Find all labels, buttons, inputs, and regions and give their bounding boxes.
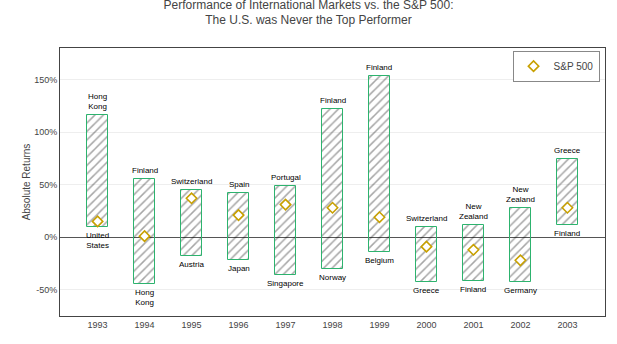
svg-text:1996: 1996 [229, 320, 249, 330]
svg-text:HongKong: HongKong [88, 92, 107, 111]
svg-text:NewZealand: NewZealand [506, 185, 535, 204]
svg-text:1997: 1997 [276, 320, 296, 330]
svg-text:1994: 1994 [135, 320, 155, 330]
svg-text:Belgium: Belgium [365, 256, 394, 265]
svg-text:Finland: Finland [320, 96, 346, 105]
svg-text:Portugal: Portugal [271, 173, 301, 182]
svg-text:Switzerland: Switzerland [171, 177, 212, 186]
svg-text:S&P 500: S&P 500 [554, 61, 594, 72]
svg-text:1993: 1993 [88, 320, 108, 330]
svg-text:Finland: Finland [366, 63, 392, 72]
svg-text:1999: 1999 [369, 320, 389, 330]
svg-text:Spain: Spain [229, 180, 249, 189]
svg-text:Absolute Returns: Absolute Returns [21, 144, 32, 221]
svg-text:2003: 2003 [557, 320, 577, 330]
svg-text:Singapore: Singapore [267, 279, 304, 288]
svg-text:Germany: Germany [504, 286, 537, 295]
svg-text:2000: 2000 [416, 320, 436, 330]
svg-text:Greece: Greece [413, 286, 440, 295]
svg-text:NewZealand: NewZealand [459, 202, 488, 221]
svg-text:UnitedStates: UnitedStates [86, 231, 109, 250]
svg-text:Japan: Japan [228, 264, 250, 273]
svg-text:150%: 150% [34, 75, 57, 85]
svg-text:Greece: Greece [554, 146, 581, 155]
svg-text:Finland: Finland [554, 229, 580, 238]
svg-text:-50%: -50% [36, 285, 57, 295]
svg-text:Switzerland: Switzerland [406, 214, 447, 223]
svg-text:50%: 50% [39, 180, 57, 190]
svg-text:Finland: Finland [132, 166, 158, 175]
svg-text:100%: 100% [34, 127, 57, 137]
svg-text:2001: 2001 [463, 320, 483, 330]
svg-text:1998: 1998 [322, 320, 342, 330]
svg-text:2002: 2002 [510, 320, 530, 330]
svg-text:1995: 1995 [182, 320, 202, 330]
svg-text:Austria: Austria [179, 260, 204, 269]
svg-text:0%: 0% [44, 232, 57, 242]
svg-text:Norway: Norway [319, 273, 346, 282]
svg-text:Performance of International M: Performance of International Markets vs.… [164, 0, 454, 27]
svg-text:HongKong: HongKong [135, 288, 154, 307]
svg-text:Finland: Finland [460, 285, 486, 294]
